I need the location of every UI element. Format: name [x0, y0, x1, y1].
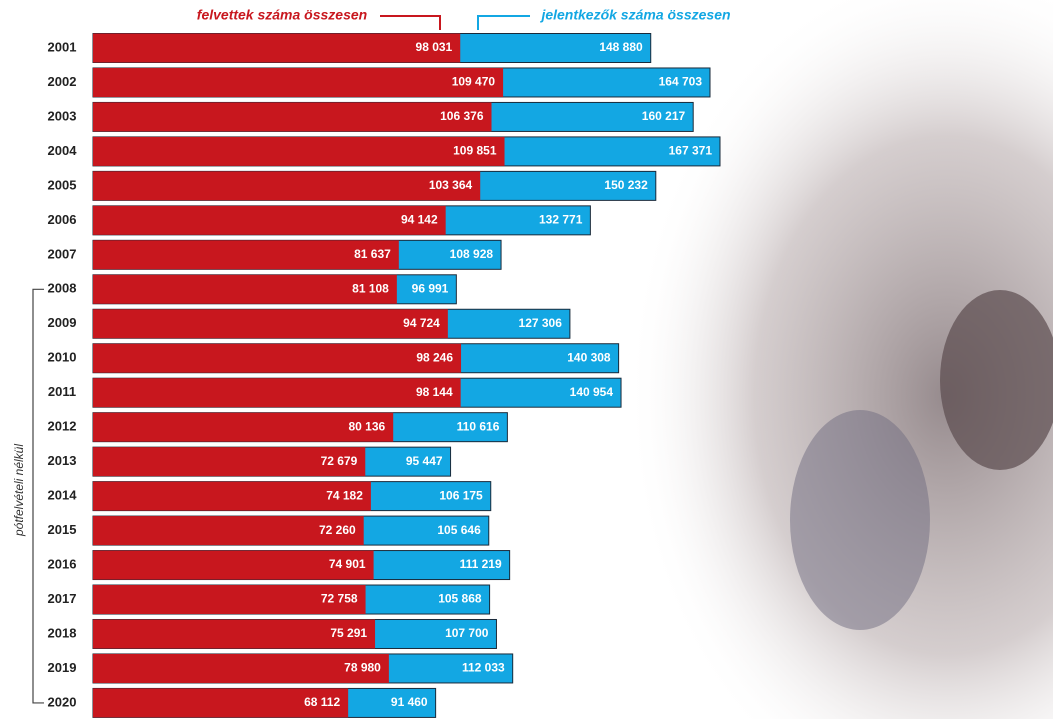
value-label: 81 108 [352, 281, 389, 295]
y-tick-label: 2019 [48, 660, 77, 675]
y-tick-label: 2016 [48, 556, 77, 571]
value-label: 132 771 [539, 213, 583, 227]
y-tick-label: 2007 [48, 246, 77, 261]
y-tick-label: 2006 [48, 212, 77, 227]
y-tick-label: 2008 [48, 281, 77, 296]
value-label: 98 144 [416, 385, 453, 399]
value-label: 140 954 [570, 385, 614, 399]
value-label: 72 260 [319, 523, 356, 537]
y-tick-label: 2013 [48, 453, 77, 468]
bar [93, 206, 446, 235]
value-label: 95 447 [406, 454, 443, 468]
value-label: 108 928 [450, 247, 494, 261]
y-tick-label: 2020 [48, 694, 77, 709]
legend-label: felvettek száma összesen [197, 7, 367, 23]
bar [93, 68, 503, 97]
value-label: 109 470 [452, 75, 496, 89]
y-tick-label: 2005 [48, 177, 77, 192]
bar [93, 34, 460, 63]
value-label: 94 724 [403, 316, 440, 330]
value-label: 105 868 [438, 592, 482, 606]
y-tick-label: 2009 [48, 315, 77, 330]
value-label: 107 700 [445, 626, 489, 640]
y-tick-label: 2014 [48, 488, 78, 503]
background-figure [790, 410, 930, 630]
value-label: 80 136 [348, 419, 385, 433]
value-label: 106 175 [439, 488, 483, 502]
value-label: 109 851 [453, 144, 497, 158]
value-label: 74 901 [329, 557, 366, 571]
value-label: 103 364 [429, 178, 473, 192]
value-label: 94 142 [401, 213, 438, 227]
y-tick-label: 2001 [48, 39, 77, 54]
bar [93, 378, 461, 407]
value-label: 91 460 [391, 695, 428, 709]
value-label: 98 031 [416, 40, 453, 54]
value-label: 96 991 [412, 281, 449, 295]
value-label: 150 232 [604, 178, 648, 192]
annotation: pótfelvételi nélkül [12, 444, 26, 537]
value-label: 140 308 [567, 350, 611, 364]
value-label: 127 306 [519, 316, 563, 330]
y-tick-label: 2010 [48, 350, 77, 365]
value-label: 81 637 [354, 247, 391, 261]
bar [93, 137, 505, 166]
y-tick-label: 2017 [48, 591, 77, 606]
value-label: 164 703 [659, 75, 703, 89]
value-label: 75 291 [330, 626, 367, 640]
bar [93, 102, 492, 131]
value-label: 98 246 [416, 350, 453, 364]
y-tick-label: 2003 [48, 108, 77, 123]
value-label: 68 112 [304, 695, 340, 709]
value-label: 160 217 [642, 109, 686, 123]
value-label: 72 679 [321, 454, 358, 468]
value-label: 111 219 [460, 557, 502, 571]
y-tick-label: 2004 [48, 143, 78, 158]
chart: felvettek száma összesen jelentkezők szá… [0, 0, 1053, 719]
value-label: 112 033 [462, 661, 505, 675]
value-label: 167 371 [669, 144, 713, 158]
y-tick-label: 2011 [48, 384, 76, 399]
value-label: 74 182 [326, 488, 363, 502]
bar [93, 344, 461, 373]
value-label: 148 880 [599, 40, 643, 54]
y-tick-label: 2015 [48, 522, 77, 537]
value-label: 78 980 [344, 661, 381, 675]
y-tick-label: 2012 [48, 419, 77, 434]
value-label: 106 376 [440, 109, 484, 123]
bracket [33, 289, 44, 703]
bar [93, 171, 480, 200]
value-label: 110 616 [457, 419, 500, 433]
y-tick-label: 2018 [48, 625, 77, 640]
legend-line [380, 16, 440, 30]
y-tick-label: 2002 [48, 74, 77, 89]
legend-label: jelentkezők száma összesen [539, 7, 730, 23]
value-label: 72 758 [321, 592, 358, 606]
bar [93, 240, 399, 269]
bar [93, 309, 448, 338]
value-label: 105 646 [437, 523, 481, 537]
